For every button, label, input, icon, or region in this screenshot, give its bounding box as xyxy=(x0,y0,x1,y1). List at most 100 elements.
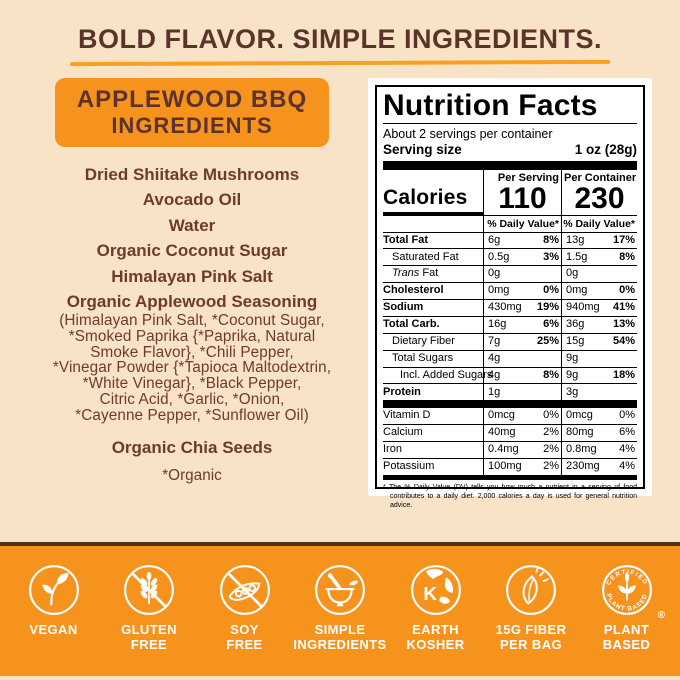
nutrient-name: Dietary Fiber xyxy=(392,334,455,347)
nutrient-values: 430mg 19% xyxy=(483,300,561,316)
globe-kosher-icon: K xyxy=(388,563,483,617)
nutrient-name: Total Carb. xyxy=(383,318,440,331)
nutrient-values: 1.5g 8% xyxy=(561,249,637,266)
nutrient-name: Calcium xyxy=(383,426,423,439)
nutrient-name: Cholesterol xyxy=(383,284,444,297)
nutrition-row: Cholesterol 0mg 0% 0mg 0% xyxy=(383,283,637,300)
nutrient-amount: 0mcg xyxy=(488,409,515,422)
nutrient-values: 40mg 2% xyxy=(483,425,561,441)
nutrient-amount: 430mg xyxy=(488,301,522,314)
nutrient-values: 100mg 2% xyxy=(483,458,561,475)
badge-row: VEGAN xyxy=(0,546,680,652)
nutrient-values: 940mg 41% xyxy=(561,300,637,316)
badge-earth-kosher: K EARTH KOSHER xyxy=(388,563,483,652)
nutrient-values: 9g xyxy=(561,350,637,367)
nutrient-values: 80mg 6% xyxy=(561,425,637,441)
nutrient-amount: 16g xyxy=(488,318,507,331)
nutrient-amount: 230mg xyxy=(566,460,600,473)
nutrient-daily-value: 6% xyxy=(543,318,559,331)
nutrient-values: 0.4mg 2% xyxy=(483,442,561,458)
nutrient-amount: 0.8mg xyxy=(566,443,597,456)
nutrient-name: Vitamin D xyxy=(383,409,431,422)
top-section: BOLD FLAVOR. SIMPLE INGREDIENTS. APPLEWO… xyxy=(16,25,652,509)
badge-gluten-free: GLUTEN FREE xyxy=(102,563,197,652)
nutrient-daily-value: 0% xyxy=(543,409,559,422)
ingredient-item-chia: Organic Chia Seeds xyxy=(111,437,273,457)
calories-per-container: Per Container 230 xyxy=(561,169,637,216)
nutrient-amount: 9g xyxy=(566,351,579,364)
calories-section: Calories Per Serving 110 Per Container 2… xyxy=(383,169,637,216)
nutrition-facts-inner: Nutrition Facts About 2 servings per con… xyxy=(375,84,645,509)
nutrition-row: Total Fat 6g 8% 13g 17% xyxy=(383,232,637,250)
nutrient-values: 4g 8% xyxy=(483,367,561,384)
badge-fiber: 15G FIBER PER BAG xyxy=(484,563,579,652)
nutrient-values: 1g xyxy=(483,384,561,401)
nutrient-values: 7g 25% xyxy=(483,333,561,350)
certification-band: VEGAN xyxy=(0,542,680,676)
nutrient-name: Protein xyxy=(383,385,421,398)
nutrient-amount: 36g xyxy=(566,318,585,331)
calories-container-value: 230 xyxy=(574,181,625,215)
badge-label: 15G FIBER PER BAG xyxy=(495,622,567,652)
thick-rule xyxy=(383,160,637,170)
nutrition-row: Iron 0.4mg 2% 0.8mg 4% xyxy=(383,442,637,459)
nutrient-values: 4g xyxy=(483,350,561,367)
ingredient-item: Himalayan Pink Salt xyxy=(111,266,273,286)
nutrient-values: 0g xyxy=(483,266,561,283)
calories-label: Calories xyxy=(383,170,483,216)
nutrient-daily-value: 13% xyxy=(612,318,635,331)
ingredients-header: APPLEWOOD BBQ INGREDIENTS xyxy=(55,77,329,147)
ingredients-list: Dried Shiitake Mushrooms Avocado Oil Wat… xyxy=(16,162,368,290)
nutrient-name: Trans Fat xyxy=(392,267,439,280)
daily-value-header: % Daily Value* xyxy=(561,215,637,232)
nutrient-values: 13g 17% xyxy=(561,232,637,249)
nutrient-daily-value: 4% xyxy=(619,443,635,456)
nutrition-row: Incl. Added Sugars 4g 8% 9g 18% xyxy=(383,367,637,385)
nutrient-daily-value: 0% xyxy=(619,409,635,422)
nutrient-amount: 1.5g xyxy=(566,250,588,263)
wheat-crossed-icon xyxy=(102,563,197,617)
nutrient-values: 6g 8% xyxy=(483,232,561,249)
nutrient-values: 16g 6% xyxy=(483,316,561,333)
seasoning-detail: (Himalayan Pink Salt, *Coconut Sugar, *S… xyxy=(52,312,332,424)
serving-size-label: Serving size xyxy=(383,141,462,157)
registered-trademark: ® xyxy=(657,610,665,621)
nutrient-daily-value: 25% xyxy=(536,334,559,347)
organic-footnote: *Organic xyxy=(162,466,222,484)
nutrient-amount: 0g xyxy=(488,267,501,280)
svg-text:K: K xyxy=(423,584,437,605)
nutrient-daily-value: 8% xyxy=(543,368,559,381)
nutrition-row: Saturated Fat 0.5g 3% 1.5g 8% xyxy=(383,249,637,267)
nutrient-daily-value: 2% xyxy=(543,443,559,456)
nutrient-amount: 9g xyxy=(566,368,579,381)
thick-rule xyxy=(383,474,637,480)
badge-label: SIMPLE INGREDIENTS xyxy=(293,622,387,652)
nutrient-amount: 0g xyxy=(566,267,579,280)
spacer xyxy=(383,216,483,232)
nutrient-amount: 4g xyxy=(488,368,501,381)
ingredient-item: Organic Coconut Sugar xyxy=(96,241,288,260)
nutrient-amount: 940mg xyxy=(566,301,600,314)
nutrient-name: Potassium xyxy=(383,460,435,473)
ingredient-item: Avocado Oil xyxy=(142,190,242,209)
badge-simple-ingredients: SIMPLE INGREDIENTS xyxy=(293,563,388,652)
nutrient-amount: 15g xyxy=(566,334,585,347)
nutrient-values: 0g xyxy=(561,266,637,283)
nutrient-amount: 3g xyxy=(566,385,579,398)
badge-soy-free: SOY FREE xyxy=(197,563,292,652)
nutrient-values: 15g 54% xyxy=(561,333,637,350)
daily-value-header: % Daily Value* xyxy=(483,215,561,232)
nutrition-facts-title: Nutrition Facts xyxy=(383,90,637,124)
nutrient-name: Incl. Added Sugars xyxy=(400,368,493,381)
nutrient-daily-value: 3% xyxy=(543,250,559,263)
nutrient-name: Saturated Fat xyxy=(392,250,459,263)
thick-rule xyxy=(383,400,637,409)
nutrient-amount: 7g xyxy=(488,334,501,347)
nutrient-values: 36g 13% xyxy=(561,316,637,333)
nutrient-values: 0mcg 0% xyxy=(483,408,561,425)
badge-vegan: VEGAN xyxy=(6,563,101,652)
nutrition-row: Total Sugars 4g 9g xyxy=(383,350,637,368)
nutrient-amount: 0.4mg xyxy=(488,443,519,456)
nutrient-values: 9g 18% xyxy=(561,367,637,384)
nutrient-daily-value: 2% xyxy=(543,426,559,439)
